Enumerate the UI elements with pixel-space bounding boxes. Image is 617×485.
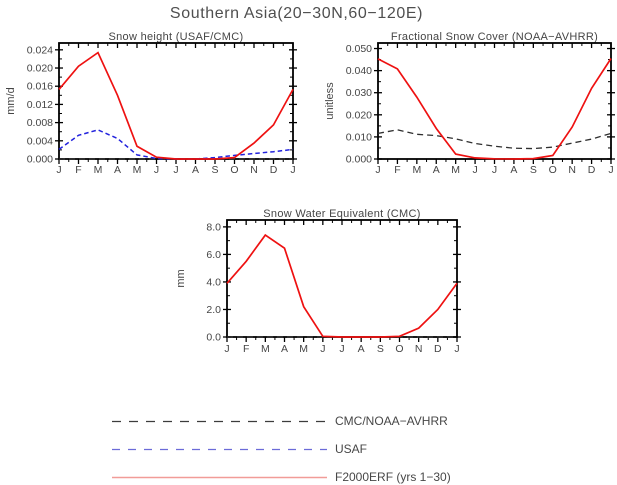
x-tick-label: J: [339, 343, 344, 355]
x-tick-label: O: [230, 164, 238, 176]
legend-item-f2000erf: F2000ERF (yrs 1−30): [112, 470, 451, 484]
x-tick-label: J: [173, 164, 178, 176]
x-tick-label: J: [492, 164, 497, 176]
x-tick-label: D: [270, 164, 278, 176]
y-axis-label: unitless: [324, 82, 336, 120]
x-tick-label: J: [320, 343, 325, 355]
y-tick-label: 0.010: [346, 131, 372, 143]
x-tick-label: D: [588, 164, 596, 176]
y-tick-label: 4.0: [206, 276, 221, 288]
y-tick-label: 2.0: [206, 304, 221, 316]
chart-title: Fractional Snow Cover (NOAA−AVHRR): [391, 31, 598, 43]
x-tick-label: J: [454, 343, 459, 355]
x-tick-label: J: [472, 164, 477, 176]
x-tick-label: F: [243, 343, 249, 355]
legend-item-cmc-noaa-avhrr: CMC/NOAA−AVHRR: [112, 414, 448, 428]
x-tick-label: A: [510, 164, 517, 176]
plot-area: [58, 42, 294, 160]
x-tick-label: S: [377, 343, 384, 355]
x-tick-label: M: [299, 343, 308, 355]
x-tick-label: M: [133, 164, 142, 176]
x-tick-label: A: [281, 343, 288, 355]
series-cmc-noaa-avhrr: [377, 129, 612, 150]
x-tick-label: A: [192, 164, 199, 176]
y-tick-label: 0.030: [346, 87, 372, 99]
chart-snow-height: Snow height (USAF/CMC) mm/d 0.000 0.004 0.00…: [5, 31, 297, 176]
y-tick-label: 0.020: [27, 63, 53, 75]
y-tick-label: 0.008: [27, 117, 53, 129]
legend-line-black-dashed-icon: [112, 420, 327, 422]
x-tick-label: A: [358, 343, 365, 355]
x-tick-label: N: [250, 164, 258, 176]
x-tick-label: M: [412, 164, 421, 176]
x-tick-label: O: [549, 164, 557, 176]
chart-title: Snow height (USAF/CMC): [109, 31, 244, 43]
y-tick-label: 0.004: [27, 135, 53, 147]
legend-label: CMC/NOAA−AVHRR: [335, 414, 448, 428]
chart-title: Snow Water Equivalent (CMC): [263, 208, 420, 220]
x-tick-label: M: [261, 343, 270, 355]
x-tick-label: J: [56, 164, 61, 176]
y-tick-label: 0.000: [27, 154, 53, 166]
legend-line-blue-dashed-icon: [112, 448, 327, 450]
x-tick-label: D: [434, 343, 442, 355]
y-tick-label: 0.000: [346, 154, 372, 166]
x-tick-label: N: [415, 343, 423, 355]
page-title: Southern Asia(20−30N,60−120E): [169, 5, 424, 22]
x-tick-label: J: [608, 164, 613, 176]
x-tick-label: S: [211, 164, 218, 176]
y-tick-label: 0.012: [27, 99, 53, 111]
y-tick-label: 0.016: [27, 81, 53, 93]
y-tick-label: 0.040: [346, 65, 372, 77]
y-tick-label: 0.020: [346, 109, 372, 121]
x-tick-label: O: [395, 343, 403, 355]
x-tick-label: F: [75, 164, 81, 176]
x-tick-label: S: [530, 164, 537, 176]
y-tick-label: 8.0: [206, 221, 221, 233]
legend-label: F2000ERF (yrs 1−30): [335, 470, 451, 484]
x-tick-label: M: [94, 164, 103, 176]
series-f2000erf: [226, 233, 458, 338]
x-tick-label: N: [568, 164, 576, 176]
legend-line-red-solid-icon: [112, 476, 327, 478]
x-tick-label: J: [224, 343, 229, 355]
x-tick-label: A: [114, 164, 121, 176]
chart-snow-water-equivalent: Snow Water Equivalent (CMC) mm 0.0 2.0 4.0 6.…: [175, 208, 461, 355]
x-tick-label: A: [433, 164, 440, 176]
chart-fractional-snow-cover: Fractional Snow Cover (NOAA−AVHRR) unitle…: [324, 31, 615, 176]
series-usaf: [58, 129, 294, 160]
y-tick-label: 0.050: [346, 43, 372, 55]
x-tick-label: J: [290, 164, 295, 176]
plot-area: [226, 219, 458, 338]
plot-area: [377, 42, 612, 160]
series-f2000erf: [58, 51, 294, 160]
y-tick-label: 0.024: [27, 44, 53, 56]
legend-label: USAF: [335, 442, 368, 456]
y-tick-label: 6.0: [206, 249, 221, 261]
y-axis-label: mm: [175, 269, 187, 287]
y-tick-label: 0.0: [206, 332, 221, 344]
x-tick-label: J: [154, 164, 159, 176]
series-f2000erf: [377, 58, 612, 160]
legend-item-usaf: USAF: [112, 442, 367, 456]
x-tick-label: J: [375, 164, 380, 176]
x-tick-label: F: [394, 164, 400, 176]
y-axis-label: mm/d: [5, 87, 17, 115]
x-tick-label: M: [451, 164, 460, 176]
